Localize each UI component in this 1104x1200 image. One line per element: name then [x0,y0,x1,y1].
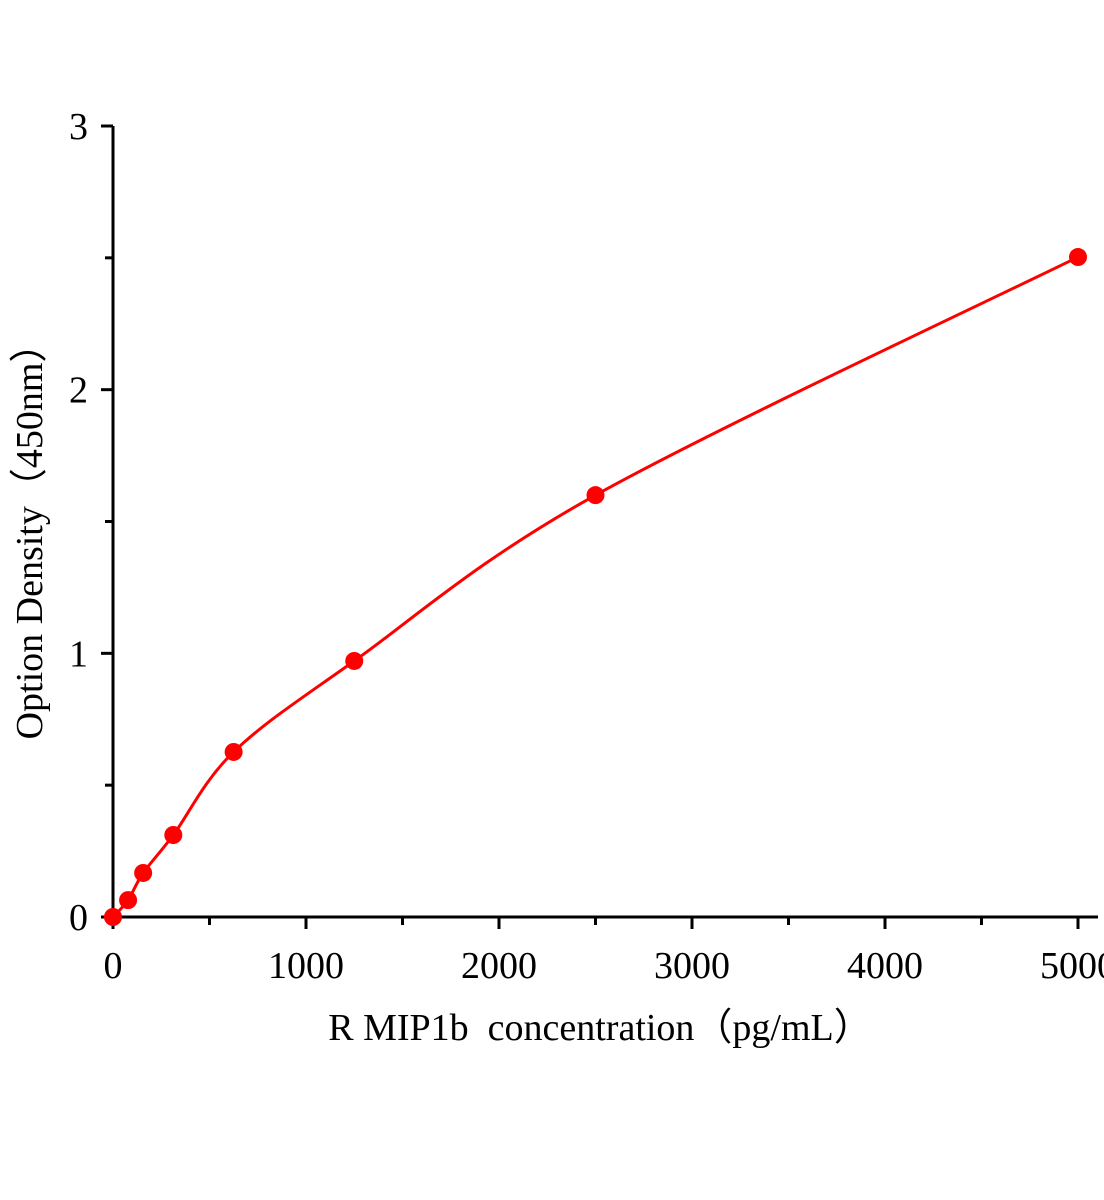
data-point [119,891,138,910]
data-points [104,248,1087,926]
x-axis-label: R MIP1b concentration（pg/mL） [328,1007,872,1049]
data-point [586,486,605,505]
data-point [134,863,153,882]
x-tick-label: 3000 [654,945,730,987]
x-tick-label: 2000 [461,945,537,987]
y-tick-label: 0 [69,897,88,939]
y-tick-label: 2 [69,370,88,412]
data-point [1069,248,1087,267]
y-tick-label: 1 [69,633,88,675]
x-tick-label: 4000 [847,945,923,987]
y-tick-label: 3 [69,106,88,148]
data-point [164,825,183,844]
data-point [104,908,122,926]
x-tick-label: 1000 [268,945,344,987]
fit-curve [111,255,1079,919]
data-point [345,651,364,670]
data-point [224,742,243,761]
y-axis-label: Option Density（450nm） [9,325,51,740]
x-tick-label: 0 [104,945,123,987]
axes [101,124,1098,929]
